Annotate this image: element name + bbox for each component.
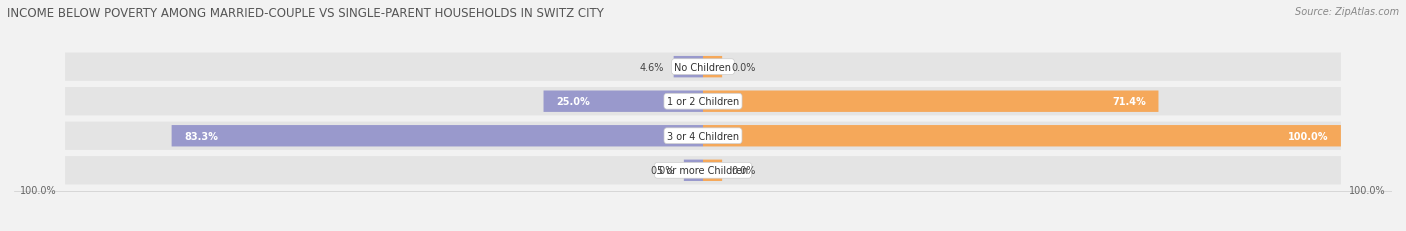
Text: INCOME BELOW POVERTY AMONG MARRIED-COUPLE VS SINGLE-PARENT HOUSEHOLDS IN SWITZ C: INCOME BELOW POVERTY AMONG MARRIED-COUPL… bbox=[7, 7, 605, 20]
Text: 0.0%: 0.0% bbox=[731, 166, 756, 176]
Text: 0.0%: 0.0% bbox=[650, 166, 675, 176]
Text: 25.0%: 25.0% bbox=[557, 97, 591, 107]
FancyBboxPatch shape bbox=[65, 156, 1341, 185]
FancyBboxPatch shape bbox=[703, 91, 1159, 112]
Text: Source: ZipAtlas.com: Source: ZipAtlas.com bbox=[1295, 7, 1399, 17]
Text: 0.0%: 0.0% bbox=[731, 62, 756, 72]
Text: 3 or 4 Children: 3 or 4 Children bbox=[666, 131, 740, 141]
Text: 83.3%: 83.3% bbox=[184, 131, 218, 141]
FancyBboxPatch shape bbox=[683, 160, 703, 181]
Text: 71.4%: 71.4% bbox=[1112, 97, 1146, 107]
FancyBboxPatch shape bbox=[673, 57, 703, 78]
FancyBboxPatch shape bbox=[65, 122, 1341, 150]
Text: 100.0%: 100.0% bbox=[1288, 131, 1329, 141]
FancyBboxPatch shape bbox=[65, 88, 1341, 116]
Text: 1 or 2 Children: 1 or 2 Children bbox=[666, 97, 740, 107]
Text: 100.0%: 100.0% bbox=[1348, 185, 1385, 195]
FancyBboxPatch shape bbox=[172, 125, 703, 147]
FancyBboxPatch shape bbox=[65, 53, 1341, 82]
Text: No Children: No Children bbox=[675, 62, 731, 72]
Text: 100.0%: 100.0% bbox=[21, 185, 58, 195]
Text: 4.6%: 4.6% bbox=[640, 62, 664, 72]
Text: 5 or more Children: 5 or more Children bbox=[658, 166, 748, 176]
FancyBboxPatch shape bbox=[703, 125, 1341, 147]
FancyBboxPatch shape bbox=[703, 160, 723, 181]
FancyBboxPatch shape bbox=[703, 57, 723, 78]
FancyBboxPatch shape bbox=[544, 91, 703, 112]
